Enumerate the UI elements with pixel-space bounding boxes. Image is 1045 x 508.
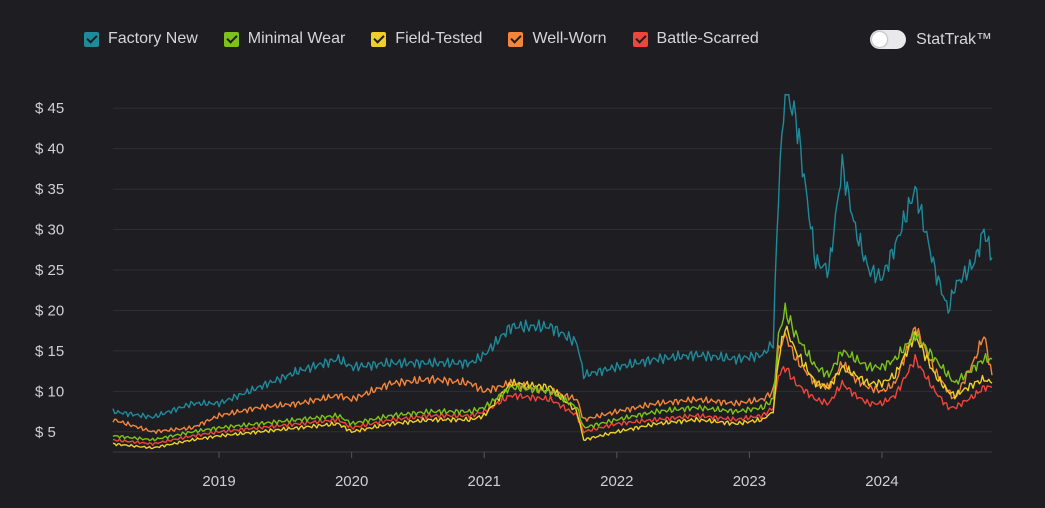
legend-checkbox-icon[interactable]: [508, 31, 524, 47]
legend-label: Factory New: [108, 30, 198, 47]
chart-legend: Factory New Minimal Wear Field-Tested Well-…: [84, 30, 759, 48]
legend-item-factory-new[interactable]: Factory New: [84, 30, 198, 48]
legend-label: Battle-Scarred: [656, 30, 759, 47]
y-tick-label: $ 45: [35, 100, 64, 117]
legend-label: Field-Tested: [395, 30, 483, 47]
legend-checkbox-icon[interactable]: [632, 31, 648, 47]
stattrak-switch-knob: [872, 32, 888, 47]
series-line-field-tested: [112, 325, 993, 450]
y-tick-label: $ 30: [35, 222, 64, 239]
x-tick-label: 2023: [733, 473, 766, 490]
stattrak-label: StatTrak™: [916, 30, 992, 48]
legend-item-battle-scarred[interactable]: Battle-Scarred: [632, 30, 759, 48]
y-tick-label: $ 25: [35, 262, 64, 279]
x-tick-label: 2024: [865, 473, 898, 490]
y-tick-label: $ 40: [35, 141, 64, 158]
legend-label: Minimal Wear: [247, 30, 346, 47]
series-line-factory-new: [112, 93, 993, 420]
legend-checkbox-icon[interactable]: [84, 31, 99, 47]
legend-checkbox-icon[interactable]: [371, 31, 387, 47]
y-tick-label: $ 5: [35, 424, 56, 441]
y-tick-label: $ 20: [35, 302, 64, 319]
x-tick-label: 2022: [600, 473, 633, 490]
legend-item-minimal-wear[interactable]: Minimal Wear: [223, 30, 346, 48]
legend-item-field-tested[interactable]: Field-Tested: [371, 30, 482, 48]
y-tick-label: $ 15: [35, 343, 64, 360]
x-tick-label: 2019: [202, 473, 235, 490]
x-tick-label: 2020: [335, 473, 368, 490]
legend-checkbox-icon[interactable]: [223, 31, 239, 47]
series-line-well-worn: [112, 326, 993, 435]
y-tick-label: $ 10: [35, 383, 64, 400]
x-tick-label: 2021: [468, 473, 501, 490]
legend-label: Well-Worn: [532, 30, 607, 47]
y-tick-label: $ 35: [35, 181, 64, 198]
stattrak-toggle[interactable]: StatTrak™: [870, 30, 992, 49]
series-line-minimal-wear: [112, 302, 993, 442]
legend-item-well-worn[interactable]: Well-Worn: [508, 30, 607, 48]
stattrak-switch[interactable]: [870, 30, 907, 49]
